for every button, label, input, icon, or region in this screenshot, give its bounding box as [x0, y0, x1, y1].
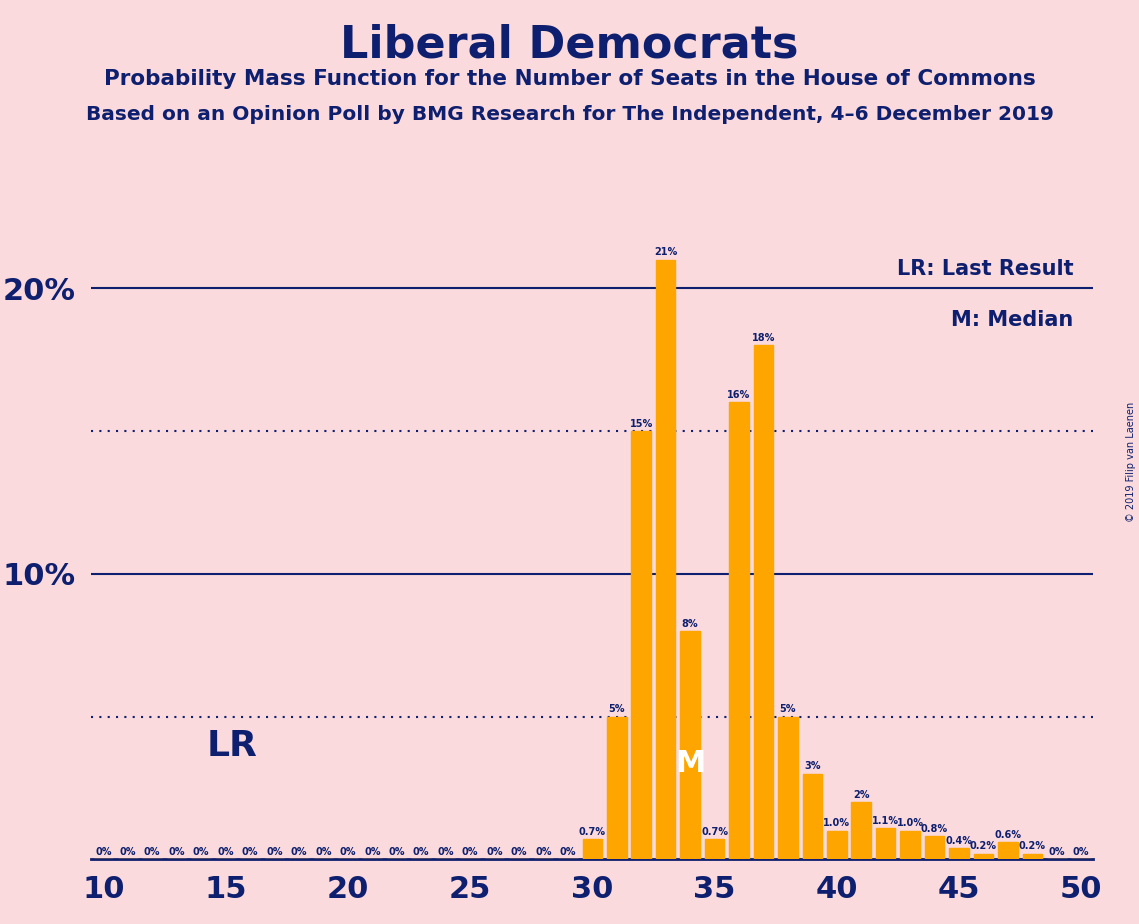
- Bar: [827, 831, 846, 859]
- Text: 0.2%: 0.2%: [970, 842, 997, 851]
- Text: 0%: 0%: [316, 847, 331, 857]
- Text: 0%: 0%: [339, 847, 357, 857]
- Text: 0.2%: 0.2%: [1018, 842, 1046, 851]
- Bar: [949, 848, 969, 859]
- Text: M: Median: M: Median: [951, 310, 1073, 330]
- Text: 0.6%: 0.6%: [994, 830, 1022, 840]
- Text: 0%: 0%: [437, 847, 453, 857]
- Text: 1.0%: 1.0%: [823, 819, 850, 829]
- Text: 0%: 0%: [95, 847, 112, 857]
- Bar: [803, 773, 822, 859]
- Text: 3%: 3%: [804, 761, 820, 772]
- Text: 1.0%: 1.0%: [896, 819, 924, 829]
- Text: LR: Last Result: LR: Last Result: [896, 260, 1073, 279]
- Bar: [656, 260, 675, 859]
- Text: Based on an Opinion Poll by BMG Research for The Independent, 4–6 December 2019: Based on an Opinion Poll by BMG Research…: [85, 105, 1054, 125]
- Bar: [705, 839, 724, 859]
- Text: 0%: 0%: [413, 847, 429, 857]
- Text: 0%: 0%: [192, 847, 210, 857]
- Text: 15%: 15%: [630, 419, 653, 429]
- Text: 2%: 2%: [853, 790, 869, 800]
- Bar: [778, 716, 797, 859]
- Text: M: M: [675, 748, 705, 778]
- Text: © 2019 Filip van Laenen: © 2019 Filip van Laenen: [1126, 402, 1136, 522]
- Text: 0%: 0%: [144, 847, 161, 857]
- Bar: [607, 716, 626, 859]
- Text: 0%: 0%: [486, 847, 502, 857]
- Text: 0.8%: 0.8%: [921, 824, 948, 834]
- Text: 0%: 0%: [290, 847, 308, 857]
- Bar: [974, 854, 993, 859]
- Bar: [852, 802, 871, 859]
- Text: 0%: 0%: [1049, 847, 1065, 857]
- Text: 0%: 0%: [388, 847, 405, 857]
- Text: 0%: 0%: [267, 847, 282, 857]
- Text: 0%: 0%: [218, 847, 233, 857]
- Text: 0%: 0%: [364, 847, 380, 857]
- Bar: [754, 346, 773, 859]
- Text: Probability Mass Function for the Number of Seats in the House of Commons: Probability Mass Function for the Number…: [104, 69, 1035, 90]
- Text: 18%: 18%: [752, 333, 776, 343]
- Bar: [925, 836, 944, 859]
- Text: 5%: 5%: [608, 704, 625, 714]
- Text: 5%: 5%: [779, 704, 796, 714]
- Text: 1.1%: 1.1%: [872, 816, 899, 826]
- Bar: [998, 842, 1017, 859]
- Text: 0%: 0%: [510, 847, 527, 857]
- Bar: [876, 828, 895, 859]
- Text: 0%: 0%: [241, 847, 259, 857]
- Text: 0%: 0%: [120, 847, 136, 857]
- Bar: [1023, 854, 1042, 859]
- Text: 8%: 8%: [682, 618, 698, 628]
- Bar: [631, 431, 652, 859]
- Text: 21%: 21%: [654, 248, 678, 257]
- Bar: [582, 839, 603, 859]
- Text: 0.7%: 0.7%: [579, 827, 606, 837]
- Text: Liberal Democrats: Liberal Democrats: [341, 23, 798, 67]
- Text: LR: LR: [206, 729, 257, 763]
- Text: 0.7%: 0.7%: [700, 827, 728, 837]
- Text: 16%: 16%: [728, 390, 751, 400]
- Text: 0%: 0%: [559, 847, 576, 857]
- Text: 0.4%: 0.4%: [945, 835, 973, 845]
- Bar: [900, 831, 920, 859]
- Text: 0%: 0%: [461, 847, 478, 857]
- Text: 0%: 0%: [535, 847, 551, 857]
- Text: 0%: 0%: [169, 847, 185, 857]
- Bar: [680, 631, 699, 859]
- Bar: [729, 402, 748, 859]
- Text: 0%: 0%: [1073, 847, 1090, 857]
